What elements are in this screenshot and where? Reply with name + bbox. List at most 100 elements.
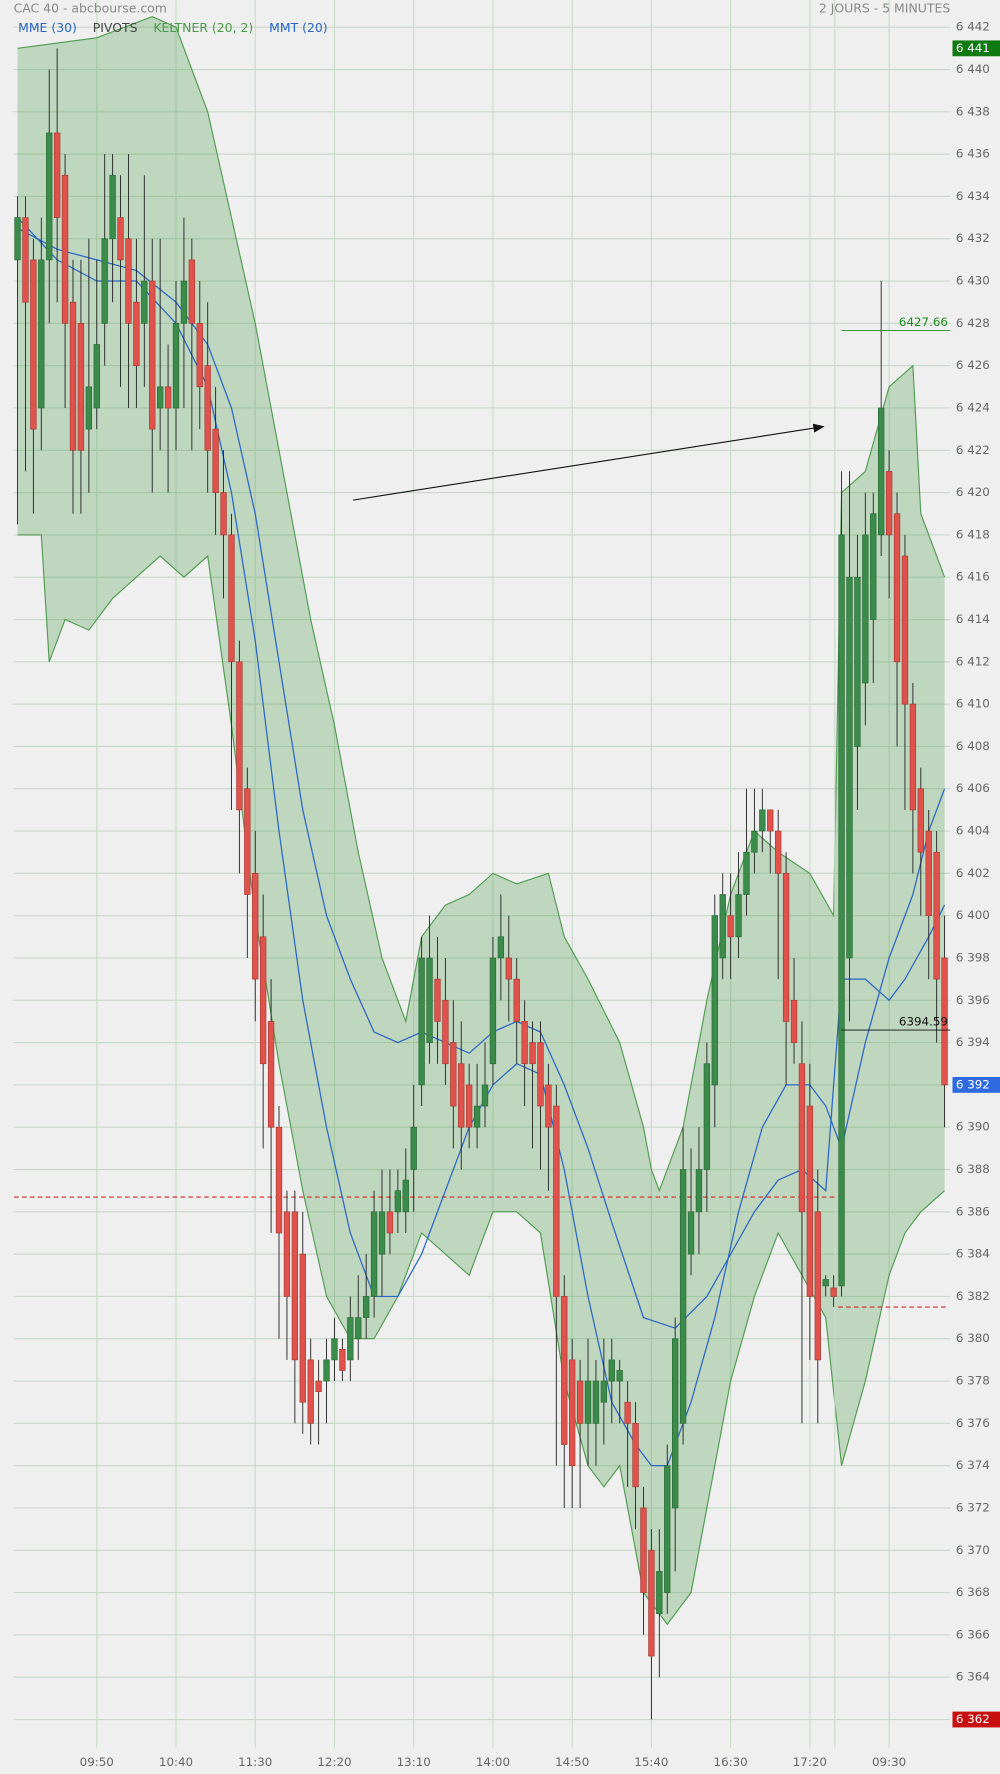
candle-body bbox=[291, 1211, 299, 1361]
y-tick-label: 6 414 bbox=[956, 612, 990, 626]
candle-body bbox=[172, 323, 180, 409]
y-tick-label: 6 440 bbox=[956, 62, 990, 76]
candle-body bbox=[727, 915, 734, 938]
y-tick-label: 6 394 bbox=[956, 1035, 990, 1049]
candle-body bbox=[838, 534, 845, 1287]
x-tick-label: 16:30 bbox=[714, 1755, 748, 1769]
price-tag bbox=[952, 1076, 1000, 1093]
candle-body bbox=[394, 1190, 402, 1213]
candle-body bbox=[846, 576, 853, 959]
y-tick-label: 6 426 bbox=[956, 358, 990, 372]
candle-body bbox=[204, 365, 211, 451]
candle-body bbox=[434, 978, 441, 1022]
candle-body bbox=[133, 301, 140, 367]
arrow bbox=[352, 423, 825, 501]
candle-body bbox=[370, 1211, 378, 1297]
candle-body bbox=[497, 936, 505, 959]
y-tick-label: 6 396 bbox=[956, 993, 990, 1007]
chart-subtitle: 2 JOURS - 5 MINUTES bbox=[819, 1, 950, 16]
y-tick-label: 6 432 bbox=[956, 231, 990, 245]
axis-layer: 6 362 6 364 6 366 6 368 6 370 6 372 6 374 6 376… bbox=[80, 20, 1000, 1769]
candle-body bbox=[656, 1571, 663, 1615]
candle-body bbox=[870, 513, 877, 620]
candle-body bbox=[933, 851, 940, 980]
candle-body bbox=[378, 1211, 386, 1255]
legend-entry: MMT (20) bbox=[269, 20, 328, 35]
y-tick-label: 6 386 bbox=[956, 1204, 990, 1218]
x-tick-label: 09:30 bbox=[872, 1755, 906, 1769]
y-tick-label: 6 400 bbox=[956, 908, 990, 922]
candle-body bbox=[703, 1063, 711, 1170]
x-tick-label: 17:20 bbox=[793, 1755, 827, 1769]
x-tick-label: 15:40 bbox=[634, 1755, 668, 1769]
y-tick-label: 6 382 bbox=[956, 1289, 990, 1303]
y-tick-label: 6 374 bbox=[956, 1458, 990, 1472]
y-tick-label: 6 436 bbox=[956, 147, 990, 161]
candle-body bbox=[418, 957, 425, 1086]
x-tick-label: 14:00 bbox=[476, 1755, 510, 1769]
candle-body bbox=[315, 1380, 322, 1392]
candle-body bbox=[109, 174, 116, 240]
candle-body bbox=[917, 788, 924, 853]
candle-body bbox=[537, 1042, 544, 1107]
candle-body bbox=[117, 217, 124, 261]
x-tick-label: 14:50 bbox=[555, 1755, 589, 1769]
candle-body bbox=[616, 1370, 623, 1382]
candle-body bbox=[267, 1021, 275, 1128]
y-tick-label: 6 438 bbox=[956, 104, 990, 118]
candle-body bbox=[85, 386, 93, 430]
candle-body bbox=[252, 873, 259, 980]
candle-body bbox=[38, 259, 45, 409]
y-tick-label: 6 424 bbox=[956, 400, 990, 414]
candle-body bbox=[790, 999, 798, 1043]
price-tag-label: 6 392 bbox=[956, 1077, 990, 1091]
level-label: 6427.66 bbox=[899, 315, 948, 329]
candle-body bbox=[553, 1105, 560, 1297]
candle-body bbox=[236, 661, 243, 811]
y-tick-label: 6 390 bbox=[956, 1120, 990, 1134]
candle-body bbox=[465, 1084, 473, 1128]
candle-body bbox=[402, 1179, 409, 1213]
candle-body bbox=[775, 830, 782, 874]
candle-body bbox=[61, 174, 69, 324]
y-tick-label: 6 412 bbox=[956, 654, 990, 668]
candle-body bbox=[830, 1287, 837, 1297]
price-tag bbox=[952, 1711, 1000, 1728]
candle-body bbox=[767, 809, 774, 832]
candle-body bbox=[640, 1507, 647, 1593]
candle-body bbox=[854, 576, 861, 747]
candle-body bbox=[711, 915, 718, 1086]
x-tick-label: 13:10 bbox=[397, 1755, 431, 1769]
price-tag bbox=[952, 40, 1000, 57]
candle-body bbox=[743, 851, 750, 895]
candle-body bbox=[569, 1359, 576, 1467]
y-tick-label: 6 406 bbox=[956, 781, 990, 795]
candle-body bbox=[46, 132, 53, 261]
candle-body bbox=[489, 957, 497, 1065]
candle-body bbox=[188, 259, 196, 324]
candle-body bbox=[624, 1401, 631, 1424]
candle-body bbox=[355, 1317, 362, 1340]
price-tag-label: 6 362 bbox=[956, 1712, 990, 1726]
y-tick-label: 6 418 bbox=[956, 527, 990, 541]
y-tick-label: 6 430 bbox=[956, 274, 990, 288]
x-tick-label: 10:40 bbox=[159, 1755, 193, 1769]
x-tick-label: 12:20 bbox=[317, 1755, 351, 1769]
candle-body bbox=[450, 1042, 457, 1107]
candle-body bbox=[14, 217, 21, 261]
candle-body bbox=[125, 238, 132, 324]
y-tick-label: 6 370 bbox=[956, 1543, 990, 1557]
candle-body bbox=[545, 1084, 552, 1128]
candle-body bbox=[259, 936, 267, 1065]
candle-body bbox=[814, 1211, 821, 1361]
candle-body bbox=[101, 238, 108, 324]
ma-line bbox=[17, 217, 946, 1467]
candle-body bbox=[576, 1380, 584, 1424]
candle-body bbox=[941, 957, 948, 1086]
y-tick-label: 6 384 bbox=[956, 1247, 990, 1261]
legend: MME (30) PIVOTS KELTNER (20, 2) MMT (20) bbox=[18, 20, 328, 35]
candle-body bbox=[521, 1021, 528, 1065]
y-tick-label: 6 398 bbox=[956, 950, 990, 964]
